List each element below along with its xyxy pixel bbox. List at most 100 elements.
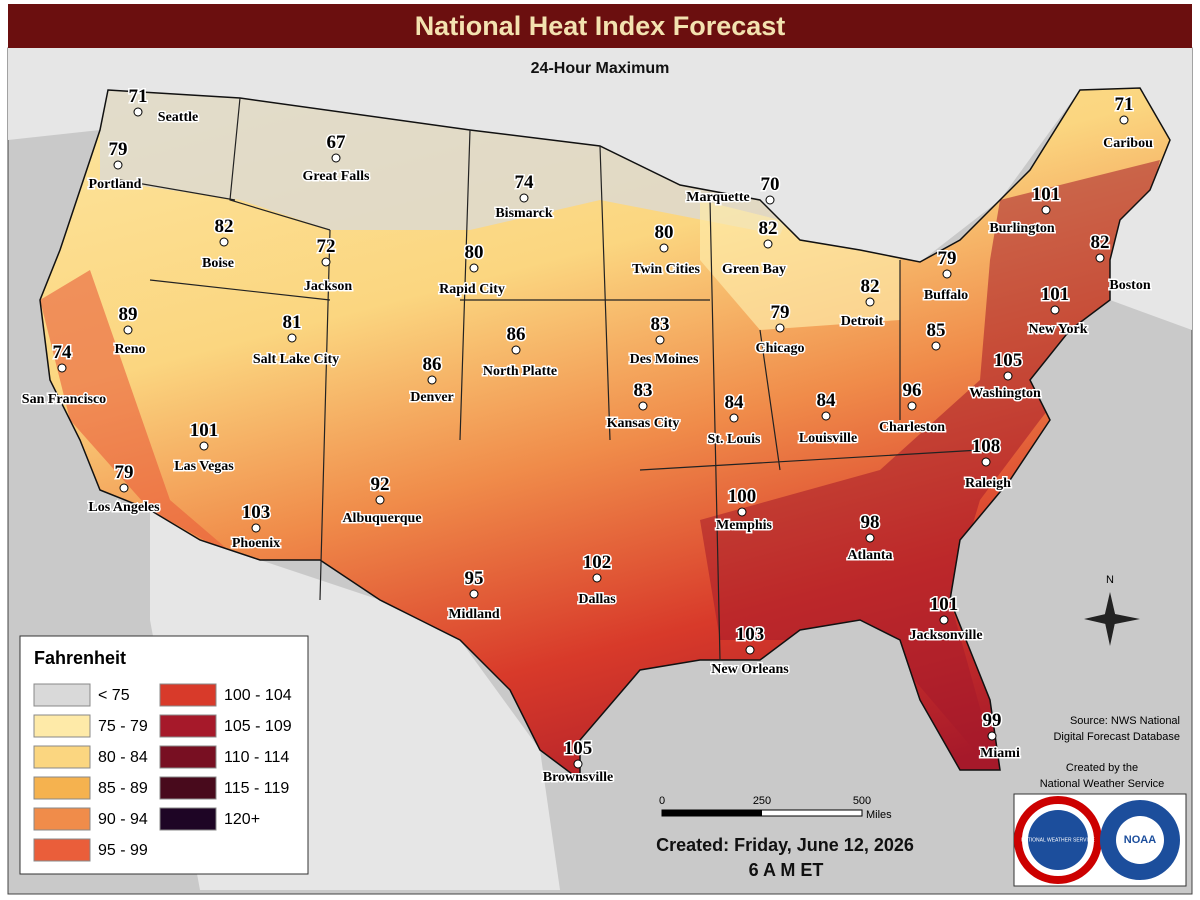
city-value: 89 — [119, 304, 138, 325]
city-name: Seattle — [158, 110, 198, 125]
city-value: 82 — [215, 216, 234, 237]
city-dot — [765, 195, 775, 205]
city-name: Dallas — [578, 592, 616, 607]
city-dot — [57, 363, 67, 373]
city-dot — [729, 413, 739, 423]
city-name: Denver — [410, 390, 454, 405]
city-value: 92 — [371, 474, 390, 495]
city-dot — [1041, 205, 1051, 215]
city-dot — [123, 325, 133, 335]
city-dot — [745, 645, 755, 655]
legend-swatch — [33, 683, 91, 707]
city-name: Reno — [114, 342, 145, 357]
city-dot — [737, 507, 747, 517]
city-value: 98 — [861, 512, 880, 533]
city-value: 84 — [817, 390, 837, 411]
city-name: St. Louis — [708, 432, 761, 447]
legend-swatch — [33, 745, 91, 769]
city-name: Brownsville — [543, 770, 614, 785]
city-name: Louisville — [799, 431, 857, 446]
city-value: 103 — [736, 624, 765, 645]
city-name: Burlington — [989, 221, 1055, 236]
city-dot — [592, 573, 602, 583]
city-value: 83 — [651, 314, 670, 335]
city-name: Phoenix — [232, 536, 280, 551]
title-bar — [8, 4, 1192, 48]
city-dot — [655, 335, 665, 345]
city-name: San Francisco — [22, 392, 106, 407]
city-value: 96 — [903, 380, 922, 401]
compass-n: N — [1106, 574, 1114, 586]
city-dot — [1050, 305, 1060, 315]
city-name: Washington — [969, 386, 1041, 401]
legend-swatch — [159, 714, 217, 738]
city-dot — [519, 193, 529, 203]
legend-label: 110 - 114 — [224, 749, 289, 766]
city-value: 100 — [728, 486, 757, 507]
legend-items: < 75 75 - 79 80 - 84 85 - 89 90 - 94 95 - 99 1… — [33, 683, 292, 862]
city-dot — [942, 269, 952, 279]
scale-tick: 250 — [753, 795, 771, 807]
city-value: 84 — [725, 392, 745, 413]
city-dot — [573, 759, 583, 769]
scale-bar: 0 250 500 Miles — [659, 795, 892, 821]
city-value: 105 — [994, 350, 1023, 371]
legend-label: 100 - 104 — [224, 687, 292, 704]
city-value: 95 — [465, 568, 484, 589]
city-dot — [287, 333, 297, 343]
city-dot — [133, 107, 143, 117]
legend-label: 95 - 99 — [98, 842, 148, 859]
legend-swatch — [33, 776, 91, 800]
city-name: Bismarck — [495, 206, 553, 221]
credit-line: Created by the — [1066, 762, 1138, 774]
legend-title: Fahrenheit — [34, 648, 126, 668]
city-name: Twin Cities — [632, 262, 700, 277]
noaa-logo-inner — [1116, 816, 1164, 864]
city-dot — [119, 483, 129, 493]
city-dot — [907, 401, 917, 411]
city-dot — [511, 345, 521, 355]
city-dot — [865, 297, 875, 307]
legend-swatch — [159, 776, 217, 800]
city-value: 101 — [1041, 284, 1070, 305]
city-name: Midland — [448, 607, 500, 622]
legend-swatch — [159, 683, 217, 707]
legend-label: 105 - 109 — [224, 718, 292, 735]
city-dot — [659, 243, 669, 253]
city-dot — [1119, 115, 1129, 125]
legend-swatch — [33, 714, 91, 738]
city-name: Boston — [1109, 278, 1150, 293]
city-name: Miami — [980, 746, 1020, 761]
city-name: Buffalo — [924, 288, 968, 303]
city-dot — [113, 160, 123, 170]
city-dot — [251, 523, 261, 533]
city-value: 103 — [242, 502, 271, 523]
subtitle: 24-Hour Maximum — [531, 60, 670, 77]
city-labels: 71 Seattle 79 Portland 67 Great Falls 74 Bismar… — [20, 85, 1154, 787]
city-value: 71 — [129, 86, 148, 107]
city-name: Great Falls — [302, 169, 370, 184]
city-dot — [469, 263, 479, 273]
city-name: Caribou — [1103, 136, 1153, 151]
created-time: 6 A M ET — [749, 860, 824, 880]
city-value: 108 — [972, 436, 1001, 457]
city-value: 67 — [327, 132, 347, 153]
city-value: 71 — [1115, 94, 1134, 115]
nws-logo-inner — [1028, 810, 1088, 870]
city-name: Albuquerque — [342, 511, 421, 526]
city-name: Los Angeles — [88, 500, 160, 515]
city-value: 82 — [861, 276, 880, 297]
city-value: 105 — [564, 738, 593, 759]
city-dot — [199, 441, 209, 451]
city-value: 83 — [634, 380, 653, 401]
nws-logo-text: NATIONAL WEATHER SERVICE — [1021, 837, 1095, 843]
lakes-band — [700, 200, 900, 330]
city-name: Raleigh — [965, 476, 1011, 491]
noaa-logo-text: NOAA — [1124, 834, 1156, 846]
city-value: 72 — [317, 236, 336, 257]
city-dot — [981, 457, 991, 467]
city-name: Portland — [89, 177, 142, 192]
title: National Heat Index Forecast — [415, 11, 786, 41]
legend-swatch — [33, 807, 91, 831]
city-value: 80 — [655, 222, 674, 243]
